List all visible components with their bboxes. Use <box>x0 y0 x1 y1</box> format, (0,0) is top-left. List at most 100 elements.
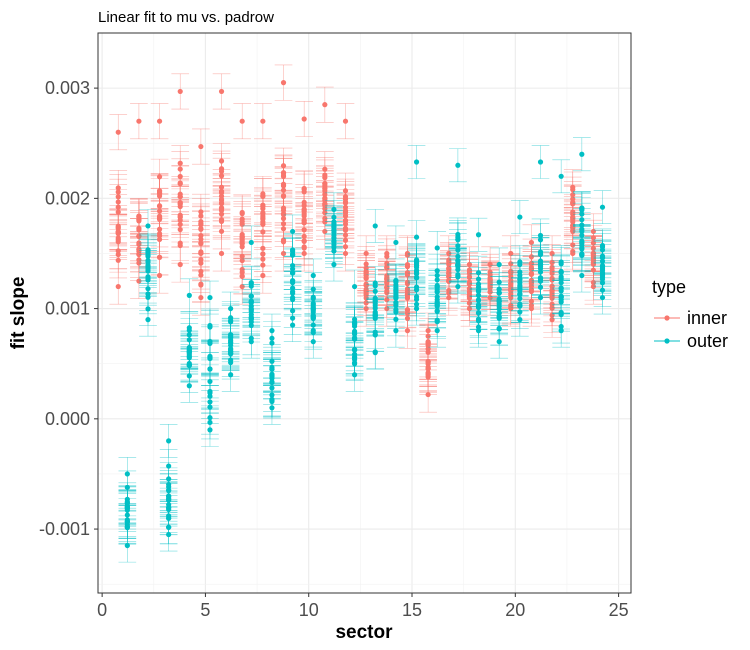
data-point <box>218 250 225 257</box>
data-point <box>372 223 378 229</box>
data-point <box>136 251 142 257</box>
data-point <box>413 284 420 290</box>
data-point <box>166 531 172 538</box>
data-point <box>434 284 440 290</box>
data-point <box>475 232 482 238</box>
data-point <box>599 262 606 269</box>
data-point <box>198 225 204 232</box>
data-point <box>322 201 328 207</box>
data-point <box>301 186 307 192</box>
data-point <box>177 240 183 246</box>
data-point <box>413 305 420 312</box>
data-point <box>269 397 275 404</box>
data-point <box>177 173 183 180</box>
data-point <box>310 339 316 345</box>
x-tick-label: 15 <box>402 600 422 620</box>
data-point <box>280 205 287 211</box>
data-point <box>393 316 399 322</box>
data-point <box>331 239 337 245</box>
data-point <box>280 183 287 189</box>
data-point <box>517 295 523 302</box>
data-point <box>496 310 502 316</box>
sector-12-outer <box>345 269 364 392</box>
data-point <box>487 294 493 301</box>
data-point <box>280 163 287 169</box>
data-point <box>331 235 337 241</box>
data-point <box>517 269 523 275</box>
data-point <box>177 160 183 166</box>
data-point <box>446 294 452 301</box>
data-point <box>455 258 461 264</box>
data-point <box>269 335 275 341</box>
data-point <box>290 315 296 321</box>
data-point <box>425 372 431 378</box>
sector-6-inner <box>212 73 231 272</box>
y-tick-label: 0.000 <box>45 409 90 429</box>
data-point <box>228 335 234 341</box>
data-point <box>290 228 296 235</box>
data-point <box>570 200 576 206</box>
sector-3-outer <box>159 424 178 552</box>
data-point <box>413 234 420 240</box>
data-point <box>280 212 287 218</box>
data-point <box>228 342 234 348</box>
data-point <box>475 276 482 282</box>
data-point <box>239 216 245 222</box>
data-point <box>331 227 337 233</box>
sector-18-inner <box>460 246 479 327</box>
data-point <box>579 226 585 232</box>
sector-11-inner <box>316 86 334 250</box>
data-point <box>508 250 514 257</box>
data-point <box>145 247 151 253</box>
data-point <box>558 285 564 292</box>
data-point <box>198 268 204 275</box>
data-point <box>207 393 213 399</box>
data-point <box>425 366 431 372</box>
data-point <box>528 239 535 246</box>
data-point <box>466 285 473 292</box>
data-point <box>404 310 411 316</box>
data-point <box>599 274 606 280</box>
data-point <box>239 211 245 217</box>
data-point <box>136 233 142 239</box>
sector-23-inner <box>563 169 582 272</box>
data-point <box>290 266 296 272</box>
data-point <box>166 488 172 494</box>
x-tick-label: 20 <box>505 600 525 620</box>
data-point <box>579 217 585 223</box>
data-point <box>351 328 358 334</box>
data-point <box>351 347 358 353</box>
data-point <box>290 308 296 314</box>
data-point <box>218 168 225 174</box>
data-point <box>280 193 287 199</box>
data-point <box>413 294 420 300</box>
data-point <box>269 366 275 372</box>
data-point <box>446 290 452 296</box>
data-point <box>487 289 493 295</box>
data-point <box>301 220 307 226</box>
data-point <box>455 253 461 259</box>
data-point <box>310 286 316 292</box>
data-point <box>145 317 151 323</box>
data-point <box>322 228 328 235</box>
data-point <box>549 283 555 289</box>
data-point <box>331 261 337 268</box>
data-point <box>537 259 544 265</box>
data-point <box>487 277 493 283</box>
data-point <box>145 286 151 292</box>
data-point <box>186 292 192 298</box>
data-point <box>393 239 399 246</box>
sector-13-inner <box>357 235 375 327</box>
sector-3-inner <box>150 103 169 294</box>
sector-13-outer <box>366 209 385 370</box>
data-point <box>322 175 328 181</box>
data-point <box>124 484 130 491</box>
data-point <box>280 80 287 86</box>
data-point <box>218 88 225 95</box>
data-point <box>136 278 142 284</box>
data-point <box>558 323 564 330</box>
sector-1-outer <box>118 457 137 563</box>
data-point <box>434 277 440 283</box>
data-point <box>207 378 213 385</box>
data-point <box>124 542 130 549</box>
